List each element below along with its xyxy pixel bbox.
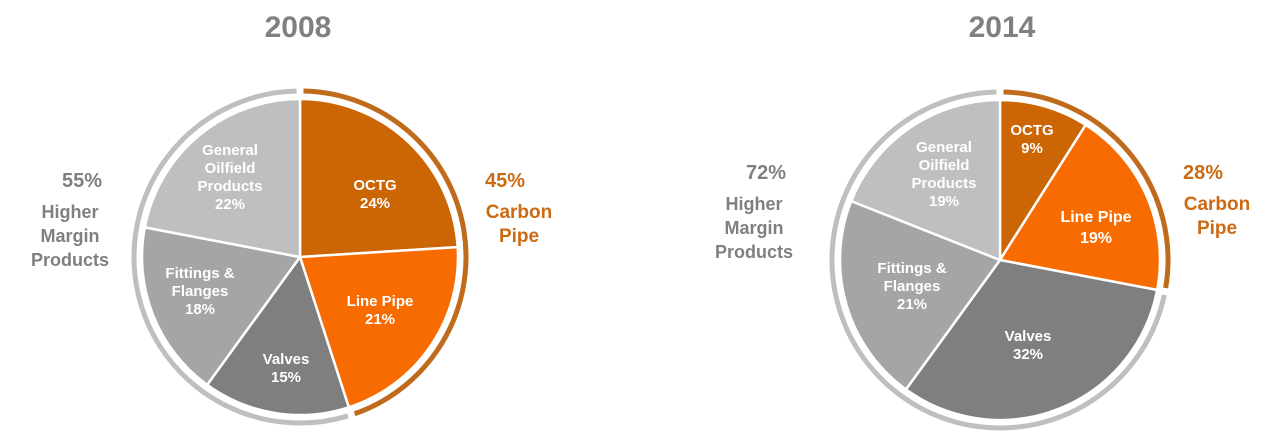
slice-label: Valves 15% — [263, 351, 310, 386]
pie-slice — [205, 255, 351, 417]
chart-title: 2014 — [969, 11, 1036, 44]
pie-slice — [143, 97, 302, 259]
slice-label-line: Flanges — [884, 278, 941, 295]
carbon-pipe-ring — [303, 88, 469, 417]
carbon-pipe-label-line: Pipe — [499, 226, 539, 247]
carbon-pipe-label: Carbon Pipe — [1184, 194, 1251, 239]
chart-title: 2008 — [265, 11, 332, 44]
slice-label-line: OCTG — [1010, 122, 1053, 139]
slice-label: General Oilfield Products 19% — [911, 139, 976, 210]
slice-label: OCTG 24% — [353, 177, 396, 212]
slice-label-line: 24% — [360, 195, 390, 212]
pie-slice — [140, 226, 302, 387]
higher-margin-percent: 55% — [62, 170, 102, 192]
higher-margin-label: Higher Margin Products — [715, 194, 793, 262]
slice-label-line: Products — [197, 178, 262, 195]
slice-label-line: Products — [911, 175, 976, 192]
slice-label-line: Line Pipe — [1060, 209, 1131, 226]
slice-label-line: Flanges — [172, 283, 229, 300]
slice-label-line: Oilfield — [919, 157, 970, 174]
pie-slice — [904, 258, 1159, 422]
slice-label-line: Fittings & — [165, 265, 234, 282]
slice-label-line: Valves — [1005, 328, 1052, 345]
carbon-pipe-percent: 28% — [1183, 162, 1223, 184]
pie-slice — [998, 98, 1087, 262]
slice-label-line: Line Pipe — [347, 293, 414, 310]
pie-slice — [998, 123, 1162, 292]
slice-label: Line Pipe 19% — [1060, 209, 1131, 247]
slice-label-line: 19% — [929, 193, 959, 210]
carbon-pipe-label-line: Carbon — [1184, 194, 1251, 215]
slice-label-line: OCTG — [353, 177, 396, 194]
carbon-pipe-label-line: Pipe — [1197, 218, 1237, 239]
higher-margin-label: Higher Margin Products — [31, 202, 109, 270]
higher-margin-label-line: Margin — [40, 226, 99, 246]
higher-margin-label-line: Higher — [41, 202, 98, 222]
carbon-pipe-percent: 45% — [485, 170, 525, 192]
slice-label-line: 32% — [1013, 346, 1043, 363]
carbon-pipe-label-line: Carbon — [486, 202, 553, 223]
slice-label-line: 21% — [365, 311, 395, 328]
slice-label: Line Pipe 21% — [347, 293, 414, 328]
slice-label: OCTG 9% — [1010, 122, 1053, 157]
slice-label-line: 9% — [1021, 140, 1043, 157]
higher-margin-label-line: Higher — [725, 194, 782, 214]
higher-margin-label-line: Products — [31, 250, 109, 270]
pie-slice — [298, 245, 460, 409]
slice-label: Valves 32% — [1005, 328, 1052, 363]
pie-slice — [838, 199, 1002, 391]
higher-margin-ring — [131, 88, 349, 426]
slice-label-line: 21% — [897, 296, 927, 313]
slice-label-line: Valves — [263, 351, 310, 368]
slice-label-line: 19% — [1080, 230, 1112, 247]
slice-label-line: 18% — [185, 301, 215, 318]
slice-label: Fittings & Flanges 21% — [877, 260, 946, 313]
slice-label: General Oilfield Products 22% — [197, 142, 262, 213]
higher-margin-label-line: Products — [715, 242, 793, 262]
pie-slice — [849, 98, 1002, 262]
slice-label-line: General — [916, 139, 972, 156]
slice-label-line: 15% — [271, 369, 301, 386]
pie-slice — [298, 97, 459, 259]
carbon-pipe-ring — [1003, 89, 1171, 289]
higher-margin-percent: 72% — [746, 162, 786, 184]
slice-label-line: 22% — [215, 196, 245, 213]
slice-label-line: General — [202, 142, 258, 159]
slice-label: Fittings & Flanges 18% — [165, 265, 234, 318]
higher-margin-label-line: Margin — [724, 218, 783, 238]
higher-margin-ring — [829, 89, 1167, 431]
slice-label-line: Fittings & — [877, 260, 946, 277]
carbon-pipe-label: Carbon Pipe — [486, 202, 553, 247]
slice-label-line: Oilfield — [205, 160, 256, 177]
